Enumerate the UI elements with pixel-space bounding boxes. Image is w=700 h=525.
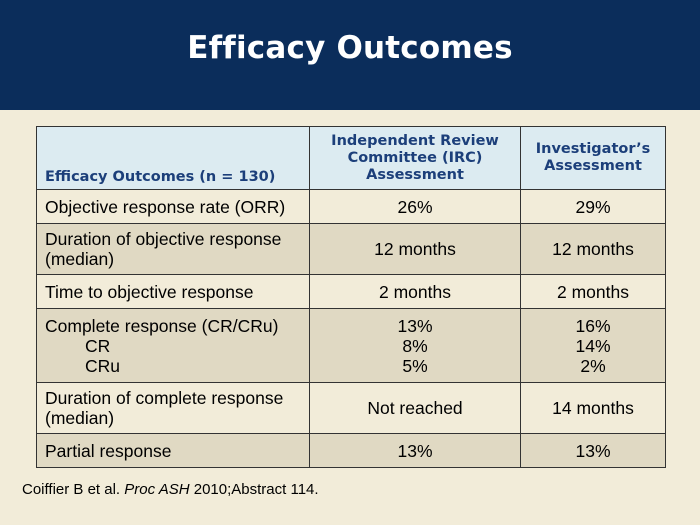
investigator-value: 14 months — [520, 382, 666, 434]
row-label: Duration of complete response (median) — [36, 382, 310, 434]
investigator-value: 13% — [520, 433, 666, 468]
table-row: Objective response rate (ORR) 26% 29% — [36, 189, 666, 224]
table-header-row: Efficacy Outcomes (n = 130) Independent … — [36, 126, 666, 190]
header-efficacy-outcomes: Efficacy Outcomes (n = 130) — [36, 126, 310, 190]
row-label: Partial response — [36, 433, 310, 468]
table-row: Duration of complete response (median) N… — [36, 382, 666, 434]
table-row: Complete response (CR/CRu) CR CRu 13% 8%… — [36, 308, 666, 383]
cru-sub-label: CRu — [85, 355, 121, 376]
irc-value: 26% — [309, 189, 521, 224]
citation: Coiffier B et al. Proc ASH 2010;Abstract… — [22, 481, 319, 498]
irc-value: 12 months — [309, 223, 521, 275]
investigator-value: 16% 14% 2% — [520, 308, 666, 383]
irc-value: 2 months — [309, 274, 521, 309]
investigator-cr: 14% — [575, 335, 611, 356]
investigator-complete-response: 16% — [575, 315, 611, 336]
cr-sub-label: CR — [85, 335, 111, 356]
table-row: Time to objective response 2 months 2 mo… — [36, 274, 666, 309]
investigator-value: 12 months — [520, 223, 666, 275]
table-row: Duration of objective response (median) … — [36, 223, 666, 275]
citation-authors: Coiffier B et al. — [22, 481, 121, 498]
row-label: Time to objective response — [36, 274, 310, 309]
irc-cru: 5% — [402, 355, 428, 376]
header-irc-assessment: Independent Review Committee (IRC) Asses… — [309, 126, 521, 190]
efficacy-table: Efficacy Outcomes (n = 130) Independent … — [36, 126, 666, 468]
investigator-value: 2 months — [520, 274, 666, 309]
citation-details: 2010;Abstract 114. — [193, 481, 319, 498]
investigator-value: 29% — [520, 189, 666, 224]
row-label: Objective response rate (ORR) — [36, 189, 310, 224]
table-row: Partial response 13% 13% — [36, 433, 666, 468]
complete-response-label: Complete response (CR/CRu) — [45, 315, 279, 336]
irc-complete-response: 13% — [397, 315, 433, 336]
irc-cr: 8% — [402, 335, 428, 356]
irc-value: 13% 8% 5% — [309, 308, 521, 383]
row-label: Duration of objective response (median) — [36, 223, 310, 275]
slide-title: Efficacy Outcomes — [187, 30, 513, 66]
row-label: Complete response (CR/CRu) CR CRu — [36, 308, 310, 383]
title-bar: Efficacy Outcomes — [0, 0, 700, 110]
investigator-cru: 2% — [580, 355, 606, 376]
header-investigator-assessment: Investigator’s Assessment — [520, 126, 666, 190]
irc-value: Not reached — [309, 382, 521, 434]
citation-journal: Proc ASH — [124, 481, 190, 498]
irc-value: 13% — [309, 433, 521, 468]
